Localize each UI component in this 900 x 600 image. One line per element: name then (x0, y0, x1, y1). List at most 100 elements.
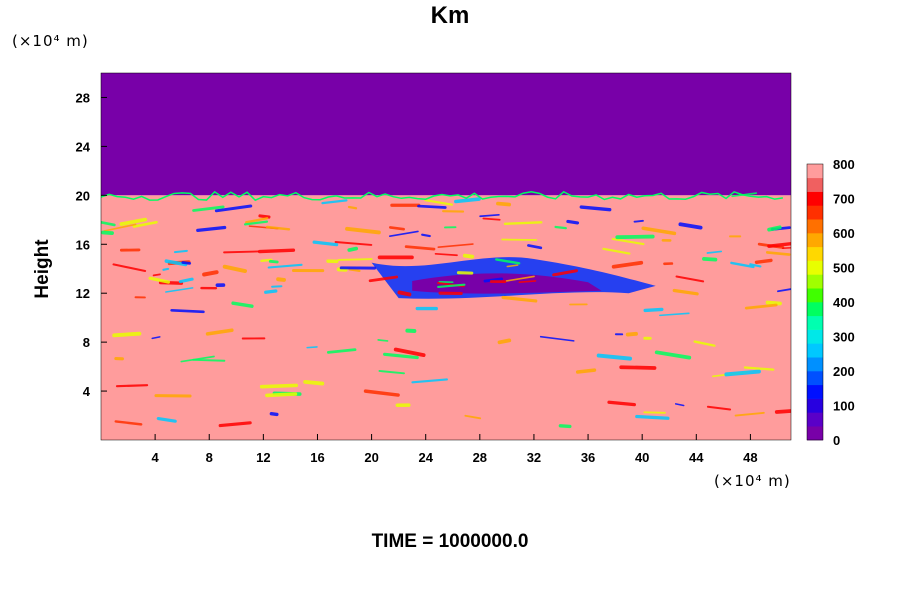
texture-streak (730, 261, 755, 269)
texture-streak (265, 392, 298, 398)
texture-streak (777, 288, 791, 293)
texture-streak (765, 300, 782, 306)
texture-streak (635, 414, 670, 420)
y-tick-label: 16 (76, 237, 90, 252)
heatmap-region-1 (101, 195, 791, 440)
x-tick-label: 40 (635, 450, 649, 465)
colorbar-tick-label: 300 (833, 330, 855, 345)
texture-streak (781, 246, 791, 249)
texture-streak (345, 226, 381, 235)
colorbar-swatch (807, 343, 823, 358)
texture-streak (633, 219, 644, 223)
colorbar-swatch (807, 426, 823, 441)
texture-streak (744, 303, 778, 310)
texture-streak (765, 251, 791, 256)
colorbar-tick-label: 700 (833, 192, 855, 207)
texture-streak (347, 205, 358, 210)
chart-title: Km (430, 2, 470, 29)
texture-streak (218, 421, 252, 428)
texture-streak (231, 301, 254, 308)
texture-streak (464, 414, 482, 420)
y-tick-label: 12 (76, 286, 90, 301)
texture-edge (101, 190, 784, 202)
texture-streak (192, 358, 226, 362)
colorbar-swatch (807, 329, 823, 344)
texture-streak (260, 258, 273, 263)
texture-streak (132, 220, 158, 228)
texture-streak (181, 261, 192, 265)
colorbar-swatch (807, 398, 823, 413)
texture-streak (151, 336, 161, 340)
texture-streak (265, 225, 291, 231)
texture-streak (192, 205, 225, 212)
texture-streak (497, 338, 512, 345)
texture-streak (659, 312, 690, 317)
texture-streak (205, 328, 234, 336)
colorbar-swatch (807, 191, 823, 206)
texture-streak (114, 420, 143, 426)
texture-streak (619, 365, 657, 370)
texture-streak (417, 204, 447, 209)
texture-streak (575, 368, 597, 374)
texture-streak (112, 331, 142, 338)
texture-streak (558, 424, 572, 429)
texture-streak (334, 241, 373, 246)
texture-streak (454, 197, 481, 204)
texture-streak (202, 270, 219, 277)
texture-streak (222, 264, 247, 273)
texture-streak (674, 403, 685, 407)
texture-streak (518, 280, 537, 284)
texture-streak (643, 307, 664, 313)
texture-streak (243, 220, 269, 226)
colorbar-swatch (807, 371, 823, 386)
texture-streak (363, 389, 400, 397)
texture-streak (527, 244, 543, 250)
colorbar-swatch (807, 219, 823, 234)
texture-streak (214, 204, 253, 213)
texture-streak (164, 259, 188, 267)
texture-streak (101, 220, 116, 227)
texture-streak (411, 378, 448, 384)
colorbar-tick-label: 500 (833, 261, 855, 276)
y-tick-label: 24 (76, 139, 91, 154)
texture-streak (377, 339, 389, 342)
colorbar: 0 100 200 300 400 500 600 700 800 (806, 157, 855, 448)
texture-streak (170, 309, 205, 314)
colorbar-tick-label: 400 (833, 295, 855, 310)
x-tick-label: 16 (310, 450, 324, 465)
x-tick-label: 8 (206, 450, 213, 465)
x-tick-label: 44 (689, 450, 704, 465)
texture-streak (693, 340, 716, 347)
x-tick-label: 28 (473, 450, 487, 465)
texture-streak (611, 238, 645, 246)
texture-streak (767, 225, 782, 232)
x-tick-label: 48 (743, 450, 757, 465)
texture-streak (483, 277, 504, 283)
texture-streak (165, 287, 194, 293)
colorbar-swatch (807, 260, 823, 275)
x-tick-label: 36 (581, 450, 595, 465)
texture-streak (388, 226, 405, 231)
colorbar-tick-label: 800 (833, 157, 855, 172)
texture-streak (678, 222, 703, 230)
texture-streak (368, 275, 399, 283)
texture-streak (434, 253, 458, 257)
x-unit-label: (×10⁴ m) (714, 472, 791, 490)
texture-streak (173, 249, 188, 254)
texture-blob (412, 273, 602, 294)
texture-streak (615, 234, 655, 240)
colorbar-swatch (807, 302, 823, 317)
texture-streak (269, 412, 279, 417)
texture-streak (641, 226, 677, 236)
texture-streak (479, 213, 500, 218)
texture-streak (101, 230, 114, 236)
colorbar-swatch (807, 246, 823, 261)
texture-streak (268, 259, 279, 264)
x-tick-label: 12 (256, 450, 270, 465)
colorbar-swatch (807, 177, 823, 192)
texture-streak (103, 223, 137, 232)
texture-streak (388, 230, 419, 238)
y-unit-label: (×10⁴ m) (12, 32, 89, 50)
texture-streak (706, 250, 723, 254)
y-tick-label: 8 (83, 335, 90, 350)
